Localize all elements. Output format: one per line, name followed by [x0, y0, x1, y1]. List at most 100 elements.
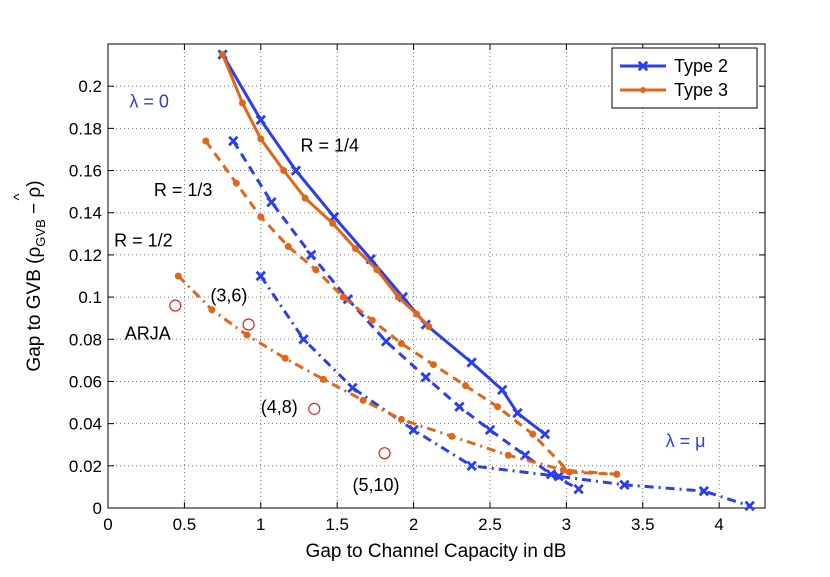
dot-marker [243, 331, 251, 339]
plot-frame [107, 43, 766, 509]
dot-marker [613, 470, 621, 478]
series-0 [217, 49, 551, 440]
x-marker [266, 196, 277, 208]
dot-marker [352, 245, 360, 253]
series-line [204, 140, 617, 476]
axis-labels: Gap to Channel Capacity in dB Gap to GVB… [11, 180, 566, 562]
x-marker [484, 424, 496, 436]
y-axis-label-rest: − ρ) [24, 180, 45, 219]
x-marker [228, 135, 239, 147]
y-tick-label: 0.18 [69, 119, 102, 138]
x-marker [545, 469, 557, 480]
x-marker [466, 460, 477, 472]
x-marker [573, 483, 584, 495]
dot-marker [281, 354, 289, 362]
y-tick-label: 0.14 [69, 204, 102, 223]
arja-point [308, 402, 321, 415]
annotation: (5,10) [352, 475, 399, 495]
series-4 [255, 270, 755, 512]
annotation: (4,8) [261, 397, 298, 417]
dot-marker [312, 266, 320, 274]
dot-marker [219, 51, 227, 59]
dot-marker [368, 316, 376, 324]
x-axis-label: Gap to Channel Capacity in dB [306, 541, 567, 562]
legend-entry: Type 3 [620, 80, 728, 100]
dot-marker [413, 310, 421, 318]
x-marker [698, 485, 710, 497]
x-marker [255, 114, 266, 126]
dot-marker [394, 293, 402, 301]
x-tick-label: 1.5 [325, 515, 349, 534]
x-marker [420, 372, 431, 383]
annotation: R = 1/2 [114, 230, 173, 250]
x-marker [408, 424, 419, 436]
dot-marker [373, 266, 381, 274]
dot-marker [397, 415, 405, 423]
annotation: (3,6) [210, 285, 247, 305]
x-marker [466, 357, 477, 368]
dot-marker [462, 382, 470, 390]
annotations: λ = 0 λ = μ R = 1/4 R = 1/3 R = 1/2 (3,6) ARJA… [114, 91, 705, 495]
x-tick-label: 0.5 [173, 515, 197, 534]
dot-marker [238, 99, 246, 107]
y-axis-label-sub: GVB [33, 219, 48, 246]
x-marker [328, 211, 340, 223]
dot-marker [232, 179, 240, 187]
dot-marker [329, 219, 337, 227]
grid [108, 44, 765, 508]
x-tick-label: 2.5 [478, 515, 502, 534]
dot-marker [359, 396, 367, 404]
arja-point [169, 299, 182, 312]
dot-marker [429, 361, 437, 369]
x-marker [290, 165, 302, 176]
annotation: ARJA [125, 323, 171, 343]
legend: Type 2 Type 3 [611, 47, 758, 109]
x-marker [306, 249, 317, 261]
x-marker [619, 479, 630, 490]
x-tick-label: 1 [256, 515, 265, 534]
annotation: R = 1/4 [301, 136, 360, 156]
x-marker [298, 334, 309, 345]
y-tick-label: 0.02 [69, 457, 102, 476]
dot-marker [257, 213, 265, 221]
dot-marker [208, 306, 216, 314]
y-tick-label: 0.04 [69, 415, 102, 434]
legend-label: Type 2 [674, 56, 728, 76]
dot-marker [174, 272, 182, 280]
dot-marker [529, 430, 537, 438]
dot-marker [319, 375, 327, 383]
x-marker [347, 382, 358, 393]
dot-marker [425, 323, 433, 331]
x-marker [497, 384, 508, 396]
series-layer [169, 49, 755, 512]
x-marker [553, 471, 564, 482]
x-tick-label: 3 [562, 515, 571, 534]
dot-marker [504, 451, 512, 459]
x-marker [380, 336, 392, 347]
dot-marker [397, 339, 405, 347]
annotation: λ = μ [666, 431, 706, 451]
y-tick-label: 0.08 [69, 330, 102, 349]
x-tick-label: 3.5 [631, 515, 655, 534]
x-tick-label: 2 [409, 515, 418, 534]
x-tick-label: 0 [103, 515, 112, 534]
series-5 [174, 272, 621, 478]
x-tick-label: 4 [714, 515, 723, 534]
dot-marker [301, 194, 309, 202]
dot-marker [494, 403, 502, 411]
x-marker [255, 270, 266, 282]
dot-marker [559, 466, 567, 474]
y-tick-label: 0.1 [78, 288, 102, 307]
y-tick-label: 0.06 [69, 372, 102, 391]
dot-marker [339, 293, 347, 301]
dot-marker [284, 242, 292, 250]
legend-entry: Type 2 [620, 56, 728, 76]
legend-x-marker [637, 60, 649, 72]
axes: 0 0.5 1 1.5 2 2.5 3 3.5 4 0 0.02 0.04 0.06 0.08 0.1 0.1… [69, 43, 766, 534]
legend-dot-marker [640, 87, 646, 93]
series-6 [169, 299, 391, 460]
dot-marker [280, 167, 288, 175]
dot-marker [202, 137, 210, 145]
y-tick-label: 0.12 [69, 246, 102, 265]
